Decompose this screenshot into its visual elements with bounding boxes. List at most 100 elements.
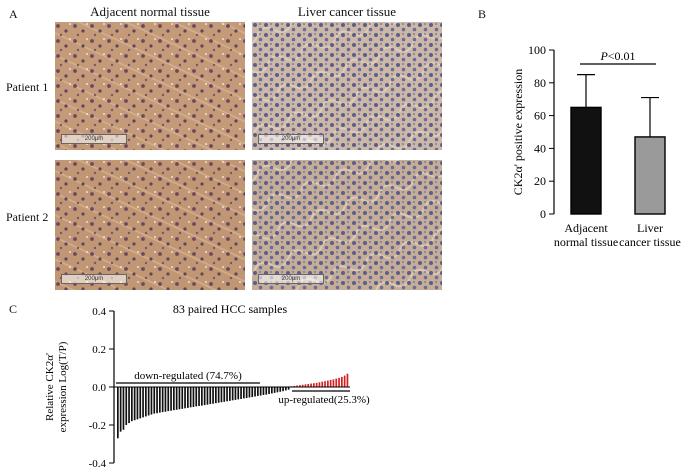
bar-down [287,387,290,390]
bar-up [335,378,338,387]
bar-down [268,387,270,395]
bar [634,136,666,215]
bar-down [159,387,161,413]
y-tick-label: 100 [528,43,546,57]
bar-down [271,387,273,394]
bar-down [139,387,142,419]
bar-up [299,385,301,387]
bar-up [341,376,343,387]
y-tick-label: 0.0 [92,382,106,394]
micrograph-patient-2-normal: 200μm [55,160,245,290]
bar [570,106,602,215]
bar-down [285,387,287,391]
bar-down [117,387,119,439]
bar-down [125,387,128,425]
bar-down [128,387,130,424]
panel-letter-b: B [478,7,487,21]
bar-down [251,387,254,398]
bar-up [301,384,304,387]
bar-down [212,387,214,404]
bar-up [324,381,326,387]
y-tick-label: 80 [534,76,546,90]
bar-down [170,387,172,411]
bar-down [167,387,170,412]
bar-down [161,387,164,413]
bar-up [307,383,310,387]
bar-up [343,375,346,387]
bar-up [313,383,315,387]
bar-down [257,387,259,396]
bar-down [119,387,122,432]
bar-down [153,387,156,414]
bar-down [164,387,167,412]
bar-down [229,387,231,401]
bar-down [136,387,139,420]
bar-down [234,387,237,400]
bar-down [184,387,186,409]
y-tick-label: -0.4 [89,458,107,470]
down-regulated-label: down-regulated (74.7%) [134,370,242,382]
row-header-patient-2: Patient 2 [6,210,49,224]
bar-down [198,387,200,406]
bar-down [175,387,178,410]
bar-down [273,387,276,393]
bar-up [327,380,329,387]
bar-down [209,387,212,405]
bar-up [338,377,340,387]
y-axis-label: expression Log(T/P) [57,341,69,432]
bar-down [187,387,189,408]
panel-letter-c: C [9,302,18,316]
x-category-label: Adjacent [564,221,608,235]
bar-down [243,387,245,399]
bar-down [189,387,192,408]
bar-up [318,382,321,387]
bar-up [296,385,298,387]
x-category-label: Liver [637,221,663,235]
significance-label: P<0.01 [599,49,635,63]
bar-down [265,387,268,395]
y-tick-label: 0 [540,207,546,221]
y-tick-label: 0.4 [92,306,106,318]
scale-bar: 200μm [258,134,324,144]
bar-down [181,387,184,409]
scale-bar: 200μm [61,274,127,284]
bar-down [237,387,240,400]
y-tick-label: 40 [534,141,546,155]
y-tick-label: 60 [534,109,546,123]
column-header-normal: Adjacent normal tissue [90,4,210,19]
bar-down [142,387,144,418]
bar-up [293,385,296,387]
micrograph-patient-1-cancer: 200μm [252,22,442,150]
bar-down [282,387,284,392]
micrograph-patient-1-normal: 200μm [55,22,245,150]
bar-down [147,387,150,416]
bar-up [332,379,335,387]
x-category-label: normal tissue [554,235,618,249]
scale-bar: 200μm [258,274,324,284]
bar-down [145,387,147,417]
bar-down [245,387,248,399]
y-axis-label: Relative CK2α' [44,353,56,421]
bar-down [231,387,234,401]
bar-down [240,387,242,399]
bar-down [206,387,209,405]
bar-down [223,387,226,402]
panel-letter-a: A [9,7,18,21]
bar-down [173,387,175,411]
bar-up [329,379,332,387]
bar-down [215,387,217,404]
bar-up [346,373,349,387]
bar-up [321,381,324,387]
bar-down [279,387,282,392]
row-header-patient-1: Patient 1 [6,80,49,94]
bar-down [192,387,195,407]
bar-up [310,383,312,387]
bar-down [131,387,133,422]
bar-down [248,387,251,398]
bar-down [122,387,125,430]
waterfall-chart-log-tp: 83 paired HCC samples -0.4 -0.2 0.0 0.2 0.4 Re… [44,302,370,470]
bar-down [262,387,265,395]
bar-down [217,387,220,403]
scale-bar: 200μm [61,134,127,144]
up-regulated-label: up-regulated(25.3%) [278,394,370,406]
